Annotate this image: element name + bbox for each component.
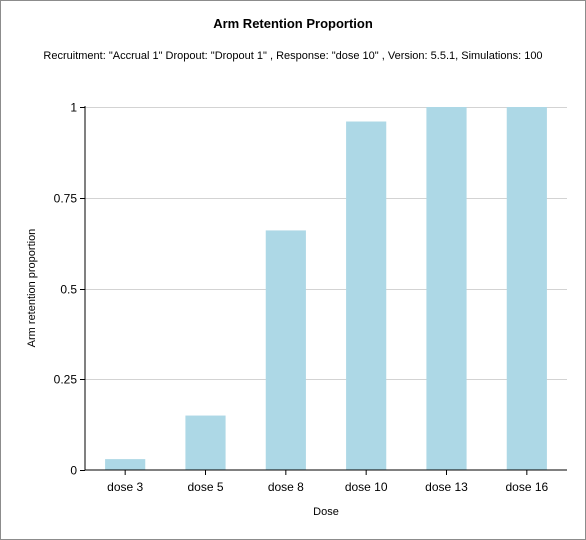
x-tick-label: dose 5	[187, 480, 223, 494]
bar	[185, 415, 226, 470]
x-tick-label: dose 10	[345, 480, 388, 494]
bar	[426, 107, 467, 470]
x-tick-labels: dose 3 dose 5 dose 8 dose 10 dose 13 dose 16	[107, 470, 549, 494]
x-tick-label: dose 8	[268, 480, 304, 494]
gridlines	[85, 107, 567, 380]
y-axis-title: Arm retention proportion	[26, 229, 38, 348]
bar	[265, 230, 306, 470]
bar	[105, 459, 146, 470]
y-tick-label: 0.75	[54, 192, 78, 206]
x-tick-label: dose 3	[107, 480, 143, 494]
bar	[506, 107, 547, 470]
bar	[346, 121, 387, 471]
y-tick-label: 0.25	[54, 373, 78, 387]
chart-subtitle: Recruitment: "Accrual 1" Dropout: "Dropo…	[43, 50, 543, 62]
x-axis-title: Dose	[313, 506, 339, 518]
y-tick-labels: 0 0.25 0.5 0.75 1	[54, 101, 85, 478]
chart-title: Arm Retention Proportion	[213, 16, 373, 31]
x-tick-label: dose 13	[425, 480, 468, 494]
axes	[84, 106, 567, 471]
y-tick-label: 0	[70, 464, 77, 478]
y-tick-label: 0.5	[60, 283, 77, 297]
y-tick-label: 1	[70, 101, 77, 115]
bars	[105, 107, 547, 471]
x-tick-label: dose 16	[505, 480, 548, 494]
